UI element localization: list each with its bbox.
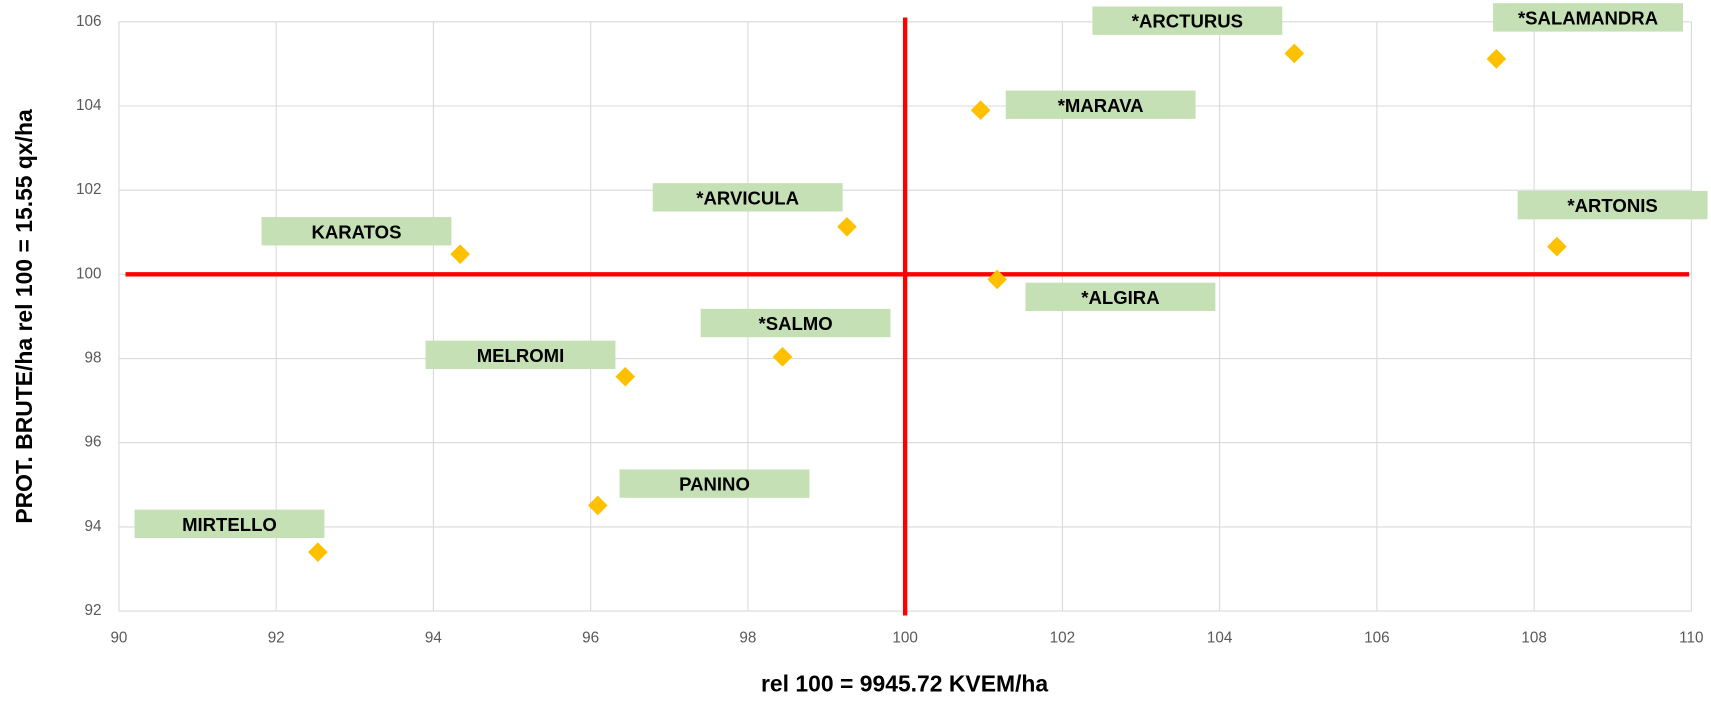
point: [772, 347, 793, 367]
y-tick-label: 104: [76, 97, 102, 114]
point-label: PANINO: [679, 474, 750, 495]
point-label: *SALAMANDRA: [1518, 7, 1658, 28]
label-box: [134, 509, 325, 538]
point-label: *ALGIRA: [1081, 287, 1159, 308]
x-axis-title: rel 100 = 9945.72 KVEM/ha: [761, 670, 1048, 696]
point: [587, 495, 608, 516]
y-tick-label: 98: [84, 350, 101, 367]
label-box: [700, 308, 891, 338]
label-box: [1517, 190, 1708, 220]
label-box: [1005, 90, 1196, 119]
label-box: [1092, 6, 1283, 35]
point-label: *ARVICULA: [696, 187, 799, 208]
label-box: [652, 183, 843, 212]
y-tick-label: 102: [76, 181, 101, 198]
y-tick-label: 100: [76, 265, 101, 282]
label-box: [425, 340, 616, 370]
label-box: [261, 217, 452, 246]
x-tick-label: 98: [739, 629, 756, 646]
point-label: *SALMO: [758, 313, 832, 334]
x-tick-label: 106: [1364, 629, 1389, 646]
point-label: MELROMI: [477, 345, 565, 366]
y-tick-label: 92: [84, 602, 101, 619]
x-tick-label: 90: [110, 629, 127, 646]
point-label: *ARCTURUS: [1132, 11, 1243, 32]
point: [970, 100, 991, 121]
point-label: MIRTELLO: [182, 514, 277, 535]
point: [1486, 49, 1507, 69]
point-label: *ARTONIS: [1567, 195, 1657, 216]
label-box: [1493, 3, 1683, 32]
y-tick-label: 96: [84, 434, 101, 451]
x-tick-label: 94: [425, 629, 442, 646]
x-tick-label: 96: [582, 629, 599, 646]
y-tick-label: 106: [76, 13, 101, 30]
y-tick-label: 94: [84, 518, 101, 535]
x-tick-label: 100: [892, 629, 917, 646]
point-label: KARATOS: [311, 221, 401, 242]
x-tick-label: 104: [1207, 629, 1233, 646]
point: [450, 244, 470, 264]
point: [837, 216, 857, 237]
point: [615, 366, 636, 387]
x-tick-label: 92: [268, 629, 285, 646]
y-axis-title: PROT. BRUTE/ha rel 100 = 15.55 qx/ha: [11, 109, 37, 524]
point: [308, 542, 328, 562]
point: [1284, 43, 1305, 64]
label-box: [619, 469, 810, 498]
point: [987, 269, 1007, 290]
point: [1547, 236, 1567, 257]
label-box: [1025, 282, 1216, 312]
x-tick-label: 110: [1679, 629, 1703, 646]
x-tick-label: 102: [1050, 629, 1075, 646]
point-label: *MARAVA: [1058, 95, 1144, 116]
x-tick-label: 108: [1521, 629, 1546, 646]
